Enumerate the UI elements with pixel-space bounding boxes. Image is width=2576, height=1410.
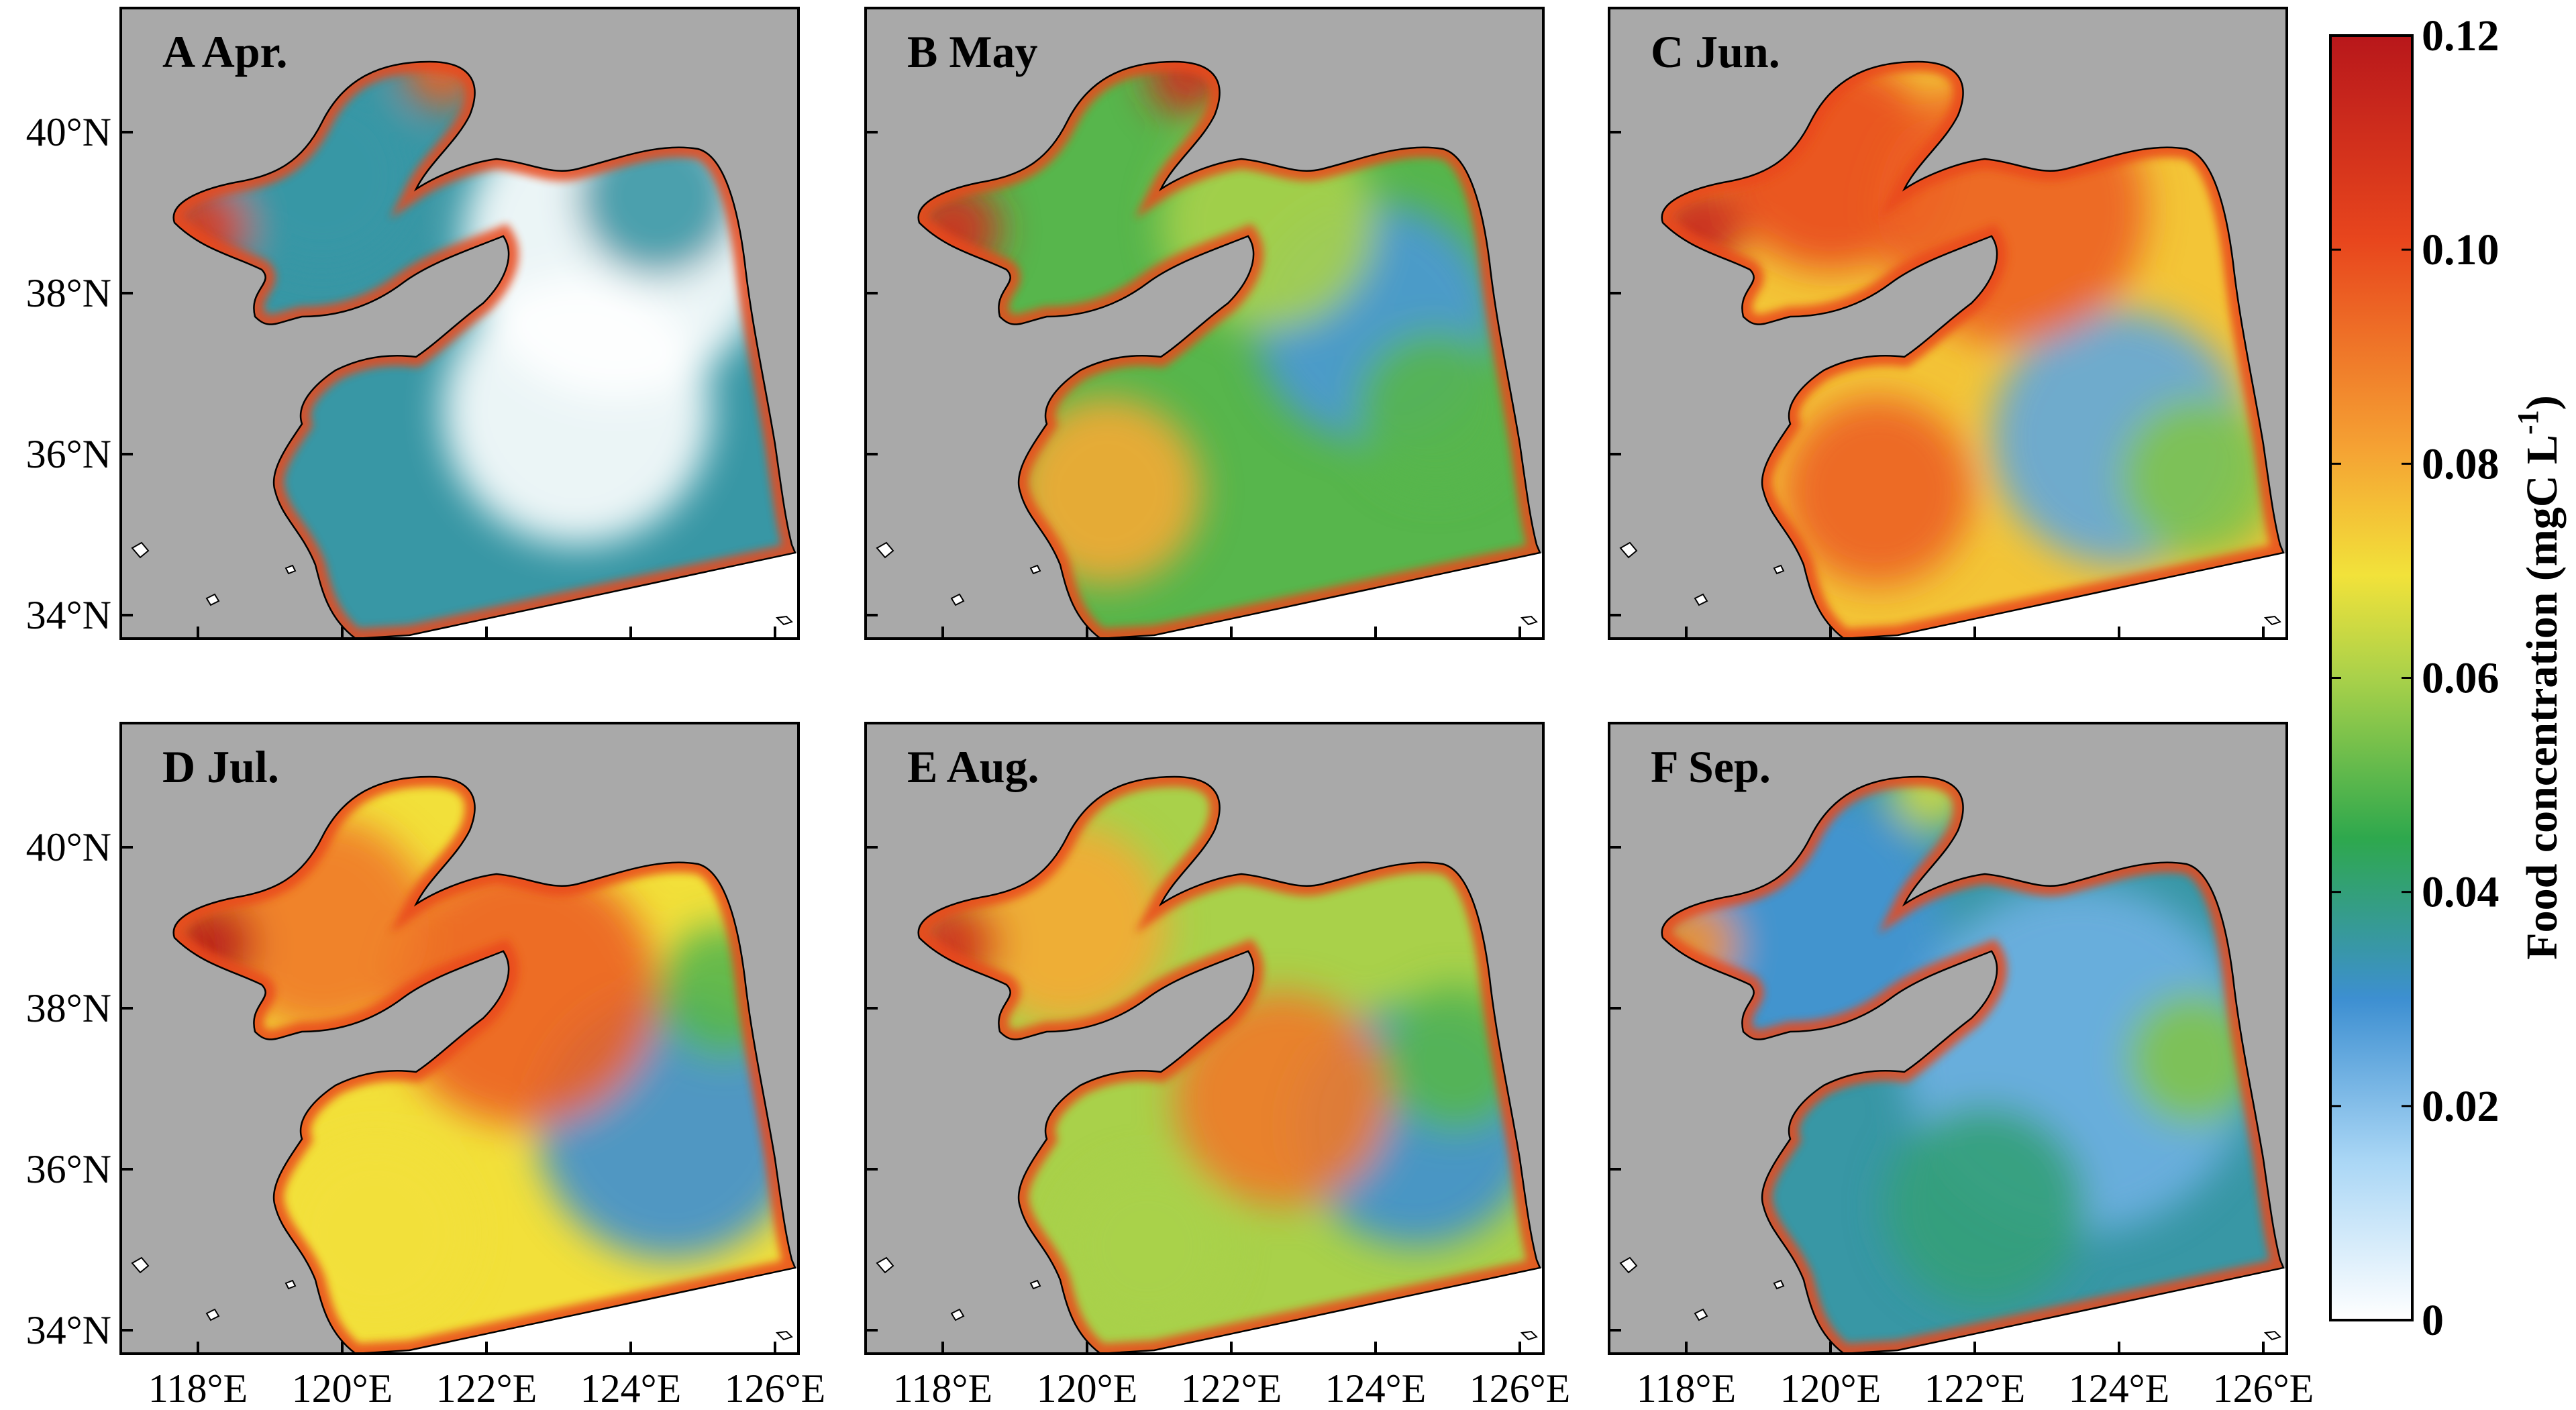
map-panel-jun: C Jun. — [1608, 7, 2288, 640]
colorbar-tick-label: 0.10 — [2422, 225, 2500, 274]
lat-tick-label: 40°N — [26, 110, 111, 154]
panel-frame — [864, 722, 1545, 1355]
lon-tick-label: 118°E — [893, 1366, 992, 1410]
island — [205, 1308, 220, 1321]
lat-tick-label: 40°N — [26, 825, 111, 869]
panel-frame — [1608, 7, 2288, 640]
colorbar-tick-label: 0.06 — [2422, 654, 2500, 703]
island — [285, 564, 297, 575]
coastline — [1661, 60, 2285, 640]
island — [950, 593, 965, 606]
island — [1619, 1256, 1638, 1274]
panel-title: E Aug. — [907, 741, 1039, 792]
panel-frame — [864, 7, 1545, 640]
island — [1619, 541, 1638, 559]
lat-tick-label: 36°N — [26, 432, 111, 476]
coastline — [1661, 775, 2285, 1355]
colorbar-tick-label: 0.08 — [2422, 439, 2500, 488]
island — [1029, 564, 1041, 575]
lon-tick-label: 124°E — [2069, 1366, 2170, 1410]
island — [775, 1330, 793, 1341]
lon-tick-label: 124°E — [580, 1366, 682, 1410]
colorbar-tick-label: 0.04 — [2422, 868, 2500, 917]
island — [1773, 1279, 1785, 1290]
island — [131, 541, 150, 559]
island — [1694, 1308, 1708, 1321]
lon-tick-label: 122°E — [1924, 1366, 2026, 1410]
lon-tick-label: 118°E — [148, 1366, 248, 1410]
panel-frame — [1608, 722, 2288, 1355]
panel-frame — [119, 722, 800, 1355]
map-panel-sep: F Sep. 118°E 120°E 122°E 124°E 126°E — [1608, 722, 2314, 1410]
map-panel-aug: E Aug. 118°E 120°E 122°E 124°E 126°E — [864, 722, 1571, 1410]
island — [1520, 1330, 1538, 1341]
island — [2263, 1330, 2281, 1341]
colorbar-scale — [2329, 34, 2414, 1321]
map-panel-jul: D Jul. 40°N 38°N 36°N 34°N 118°E 120°E 122°E 124… — [26, 722, 826, 1410]
lat-tick-label: 34°N — [26, 593, 111, 637]
lat-tick-label: 36°N — [26, 1147, 111, 1191]
coastline — [917, 775, 1541, 1355]
panel-title: D Jul. — [162, 741, 279, 792]
island — [285, 1279, 297, 1290]
colorbar-tick-label: 0.02 — [2422, 1082, 2500, 1131]
lat-tick-label: 34°N — [26, 1308, 111, 1352]
lon-tick-label: 120°E — [292, 1366, 393, 1410]
panel-title: B May — [907, 26, 1038, 77]
island — [775, 615, 793, 626]
lon-tick-label: 124°E — [1325, 1366, 1427, 1410]
island — [1773, 564, 1785, 575]
panel-title: F Sep. — [1651, 741, 1771, 792]
map-panel-apr: A Apr. 40°N 38°N 36°N 34°N — [26, 7, 800, 640]
island — [1029, 1279, 1041, 1290]
colorbar-tick-label: 0.12 — [2422, 11, 2500, 60]
lon-tick-label: 118°E — [1637, 1366, 1736, 1410]
island — [950, 1308, 965, 1321]
panel-title: C Jun. — [1651, 26, 1780, 77]
island — [1694, 593, 1708, 606]
panel-frame — [119, 7, 800, 640]
colorbar-tick-label: 0 — [2422, 1296, 2444, 1345]
island — [205, 593, 220, 606]
lon-tick-label: 120°E — [1780, 1366, 1882, 1410]
lat-tick-label: 38°N — [26, 271, 111, 315]
lon-tick-label: 122°E — [436, 1366, 537, 1410]
coastline — [172, 775, 796, 1355]
lon-tick-label: 120°E — [1037, 1366, 1138, 1410]
island — [131, 1256, 150, 1274]
island — [2263, 615, 2281, 626]
colorbar-title: Food concentration (mgC L-1) — [2512, 395, 2567, 959]
lat-tick-label: 38°N — [26, 986, 111, 1030]
lon-tick-label: 126°E — [725, 1366, 826, 1410]
coastline — [172, 60, 796, 640]
island — [876, 541, 894, 559]
colorbar: 0.12 0.10 0.08 0.06 0.04 0.02 0 Food concentra… — [2329, 11, 2567, 1345]
lon-tick-label: 126°E — [1470, 1366, 1571, 1410]
island — [876, 1256, 894, 1274]
panel-title: A Apr. — [162, 26, 287, 77]
island — [1520, 615, 1538, 626]
lon-tick-label: 126°E — [2213, 1366, 2314, 1410]
lon-tick-label: 122°E — [1181, 1366, 1282, 1410]
coastline — [917, 60, 1541, 640]
map-panel-may: B May — [864, 7, 1545, 640]
